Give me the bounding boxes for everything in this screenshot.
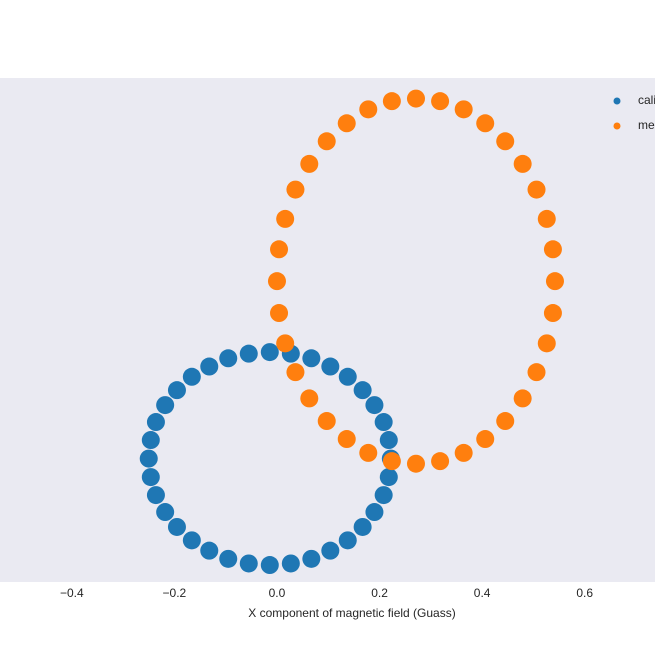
- scatter-point: [146, 413, 165, 432]
- scatter-point: [286, 180, 305, 199]
- scatter-point: [337, 114, 356, 133]
- scatter-point: [321, 541, 340, 560]
- scatter-point: [317, 412, 336, 431]
- scatter-point: [545, 272, 564, 291]
- scatter-point: [527, 363, 546, 382]
- scatter-point: [317, 132, 336, 151]
- scatter-point: [365, 396, 384, 415]
- x-tick-label: 0.4: [474, 586, 491, 600]
- scatter-point: [527, 180, 546, 199]
- scatter-point: [270, 304, 289, 323]
- scatter-point: [496, 412, 515, 431]
- legend-marker: [613, 122, 621, 130]
- scatter-point: [302, 549, 321, 568]
- scatter-point: [454, 100, 473, 119]
- scatter-point: [281, 554, 300, 573]
- scatter-point: [374, 486, 393, 505]
- legend-marker: [613, 97, 621, 105]
- scatter-point: [156, 396, 175, 415]
- scatter-point: [276, 209, 295, 228]
- scatter-point: [219, 349, 238, 368]
- x-tick-label: −0.4: [60, 586, 84, 600]
- scatter-point: [267, 272, 286, 291]
- scatter-point: [260, 556, 279, 575]
- scatter-point: [182, 367, 201, 386]
- scatter-point: [382, 92, 401, 111]
- scatter-point: [182, 531, 201, 550]
- legend-label: measured: [638, 118, 655, 132]
- scatter-point: [382, 452, 401, 471]
- scatter-point: [406, 89, 425, 108]
- scatter-point: [513, 389, 532, 408]
- legend-label: calibrated: [638, 93, 655, 107]
- scatter-point: [353, 517, 372, 536]
- x-tick-label: 0.6: [576, 586, 593, 600]
- plot-area: [0, 78, 655, 582]
- scatter-point: [302, 349, 321, 368]
- scatter-point: [537, 209, 556, 228]
- scatter-point: [239, 554, 258, 573]
- scatter-point: [270, 240, 289, 259]
- scatter-point: [338, 531, 357, 550]
- scatter-point: [300, 154, 319, 173]
- scatter-point: [543, 240, 562, 259]
- scatter-point: [141, 468, 160, 487]
- scatter-point: [359, 100, 378, 119]
- scatter-point: [276, 334, 295, 353]
- scatter-point: [406, 454, 425, 473]
- scatter-point: [200, 357, 219, 376]
- scatter-point: [141, 431, 160, 450]
- scatter-point: [365, 503, 384, 522]
- scatter-point: [454, 443, 473, 462]
- scatter-point: [338, 367, 357, 386]
- scatter-point: [239, 344, 258, 363]
- x-tick-label: −0.2: [163, 586, 187, 600]
- scatter-point: [359, 443, 378, 462]
- x-axis-label: X component of magnetic field (Guass): [248, 606, 455, 620]
- scatter-point: [431, 452, 450, 471]
- x-tick-label: 0.2: [371, 586, 388, 600]
- scatter-point: [146, 486, 165, 505]
- scatter-point: [543, 304, 562, 323]
- scatter-point: [537, 334, 556, 353]
- scatter-point: [337, 430, 356, 449]
- scatter-point: [431, 92, 450, 111]
- scatter-point: [476, 430, 495, 449]
- scatter-point: [496, 132, 515, 151]
- scatter-point: [219, 549, 238, 568]
- scatter-point: [300, 389, 319, 408]
- scatter-point: [139, 449, 158, 468]
- scatter-point: [374, 413, 393, 432]
- scatter-point: [167, 381, 186, 400]
- scatter-point: [260, 343, 279, 362]
- scatter-point: [156, 503, 175, 522]
- scatter-point: [321, 357, 340, 376]
- scatter-point: [200, 541, 219, 560]
- scatter-point: [476, 114, 495, 133]
- scatter-point: [379, 431, 398, 450]
- x-tick-label: 0.0: [269, 586, 286, 600]
- scatter-point: [286, 363, 305, 382]
- scatter-point: [513, 154, 532, 173]
- scatter-point: [167, 517, 186, 536]
- scatter-point: [379, 468, 398, 487]
- scatter-point: [353, 381, 372, 400]
